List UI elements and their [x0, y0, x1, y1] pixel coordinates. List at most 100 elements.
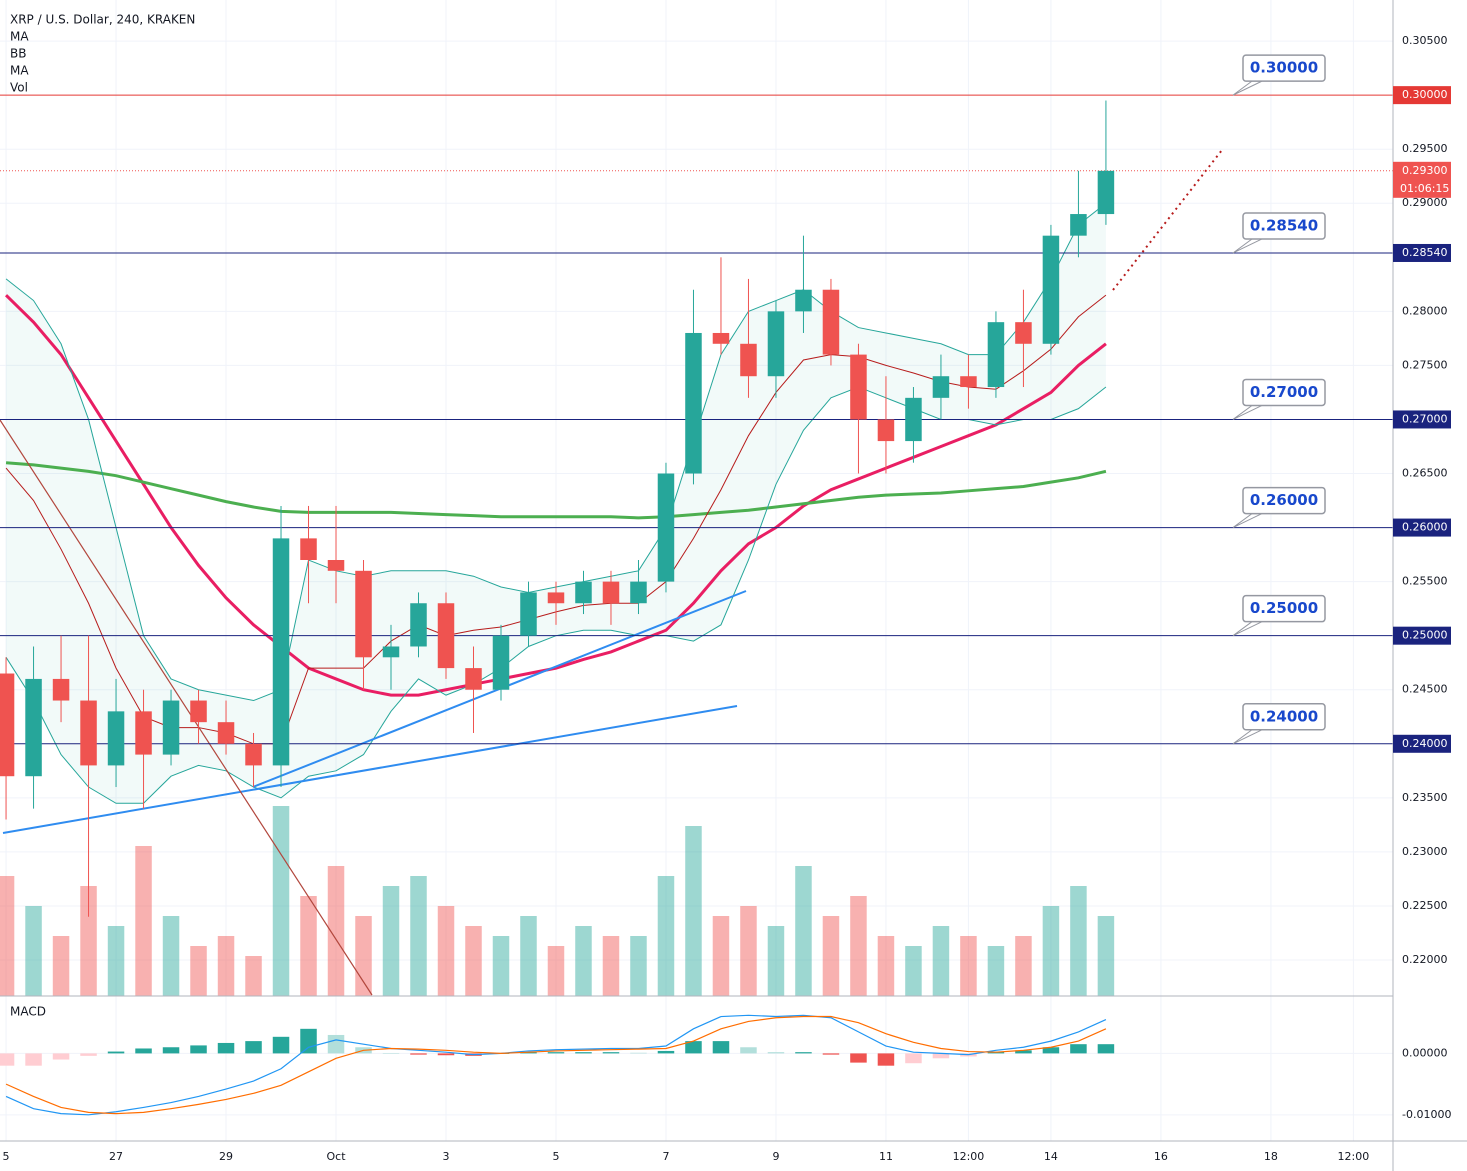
candle-body — [712, 332, 730, 344]
candle-body — [52, 678, 70, 701]
volume-bar — [767, 926, 785, 996]
candle-body — [1015, 322, 1032, 344]
volume-bar — [602, 936, 620, 996]
overlay-line — [4, 294, 1107, 697]
macd-histogram-bar — [300, 1028, 317, 1054]
macd-histogram-bar — [1070, 1044, 1087, 1054]
macd-histogram-bar — [822, 1053, 840, 1055]
candle-body — [1070, 214, 1087, 236]
volume-bar — [657, 876, 675, 996]
x-tick-label: Oct — [326, 1150, 346, 1163]
y-tick-label: 0.26500 — [1402, 467, 1448, 480]
labels: 5 27 29 Oct 3 5 7 9 11 12:00 14 16 18 12:00 0.30500 0.2… — [3, 34, 1452, 1163]
macd-histogram-bar — [410, 1053, 427, 1055]
volume-bar — [850, 896, 867, 996]
candle-body — [107, 711, 125, 766]
y-tick-label: 0.00000 — [1402, 1046, 1448, 1059]
callout-label: 0.30000 — [1250, 59, 1318, 77]
x-tick-label: 9 — [772, 1150, 779, 1163]
volume-bar — [932, 926, 950, 996]
y-tick-label: 0.24500 — [1402, 683, 1448, 696]
macd-histogram-bar — [685, 1041, 702, 1054]
volume-bar — [740, 906, 757, 996]
macd-histogram-bar — [327, 1034, 345, 1054]
y-tick-label: 0.27500 — [1402, 358, 1448, 371]
x-tick-label: 5 — [3, 1150, 10, 1163]
volume-bar — [1070, 886, 1087, 996]
candle-body — [492, 635, 510, 690]
price-badge-label: 0.30000 — [1402, 88, 1448, 101]
macd-histogram-bar — [602, 1052, 620, 1054]
macd-histogram-bar — [52, 1053, 70, 1060]
candle-body — [217, 722, 235, 744]
volume-bar — [547, 946, 565, 996]
x-tick-label: 29 — [219, 1150, 233, 1163]
macd-histogram-bar — [932, 1053, 950, 1059]
price-badge-label: 0.27000 — [1402, 412, 1448, 425]
candle-body — [685, 332, 702, 474]
candle-body — [162, 700, 180, 755]
volume-bar — [685, 826, 702, 996]
x-tick-label: 18 — [1264, 1150, 1278, 1163]
volume-bar — [0, 876, 15, 996]
macd-histogram-bar — [437, 1053, 455, 1056]
volume-bar — [1015, 936, 1032, 996]
candle-body — [630, 581, 647, 604]
macd-histogram-bar — [520, 1052, 537, 1054]
price-badge — [1393, 243, 1451, 262]
candle-body — [850, 354, 867, 420]
price-badge-label: 0.24000 — [1402, 737, 1448, 750]
macd-histogram-bar — [107, 1051, 125, 1054]
price-badge-label: 0.26000 — [1402, 521, 1448, 534]
volume-bar — [80, 886, 97, 996]
macd-histogram-bar — [245, 1041, 262, 1054]
price-badge — [1393, 734, 1451, 753]
candle-body — [0, 673, 15, 777]
candle-body — [822, 289, 840, 355]
candle-body — [25, 678, 42, 777]
volume-bar — [465, 926, 482, 996]
volume-bar — [712, 916, 730, 996]
candle-body — [877, 419, 895, 442]
price-badge-label: 0.28540 — [1402, 246, 1448, 259]
volume-bar — [630, 936, 647, 996]
last-price-label: 0.29300 — [1402, 164, 1448, 177]
y-tick-label: 0.29000 — [1402, 196, 1448, 209]
volume-bar — [520, 916, 537, 996]
callout-box — [1242, 54, 1326, 82]
macd-histogram-bar — [850, 1053, 867, 1063]
callout-label: 0.28540 — [1250, 216, 1318, 234]
indicator-label: Vol — [10, 81, 28, 95]
last-price-badge — [1393, 161, 1451, 198]
volume-bar — [52, 936, 70, 996]
volume-bar — [437, 906, 455, 996]
price-badge — [1393, 86, 1451, 105]
macd-histogram-bar — [1015, 1050, 1032, 1054]
macd-pane — [0, 1014, 1115, 1116]
callout-label: 0.24000 — [1250, 707, 1318, 725]
callout-label: 0.25000 — [1250, 599, 1318, 617]
macd-histogram-bar — [162, 1047, 180, 1054]
macd-histogram-bar — [740, 1047, 757, 1054]
volume-bar — [1042, 906, 1060, 996]
x-tick-label: 3 — [443, 1150, 450, 1163]
price-badge — [1393, 410, 1451, 429]
y-tick-label: 0.28000 — [1402, 304, 1448, 317]
candle-body — [602, 581, 620, 604]
volume-bar — [25, 906, 42, 996]
y-tick-label: 0.25500 — [1402, 575, 1448, 588]
macd-histogram-bar — [712, 1041, 730, 1054]
macd-line — [5, 1014, 1107, 1116]
signal-line — [5, 1015, 1107, 1115]
y-tick-label: 0.23500 — [1402, 791, 1448, 804]
callout-label: 0.26000 — [1250, 491, 1318, 509]
macd-histogram-bar — [767, 1052, 785, 1054]
candle-body — [795, 289, 812, 312]
volume-bar — [355, 916, 372, 996]
x-tick-label: 12:00 — [1338, 1150, 1370, 1163]
macd-histogram-bar — [575, 1052, 592, 1054]
candle-body — [1097, 170, 1115, 215]
macd-histogram-bar — [877, 1053, 895, 1066]
